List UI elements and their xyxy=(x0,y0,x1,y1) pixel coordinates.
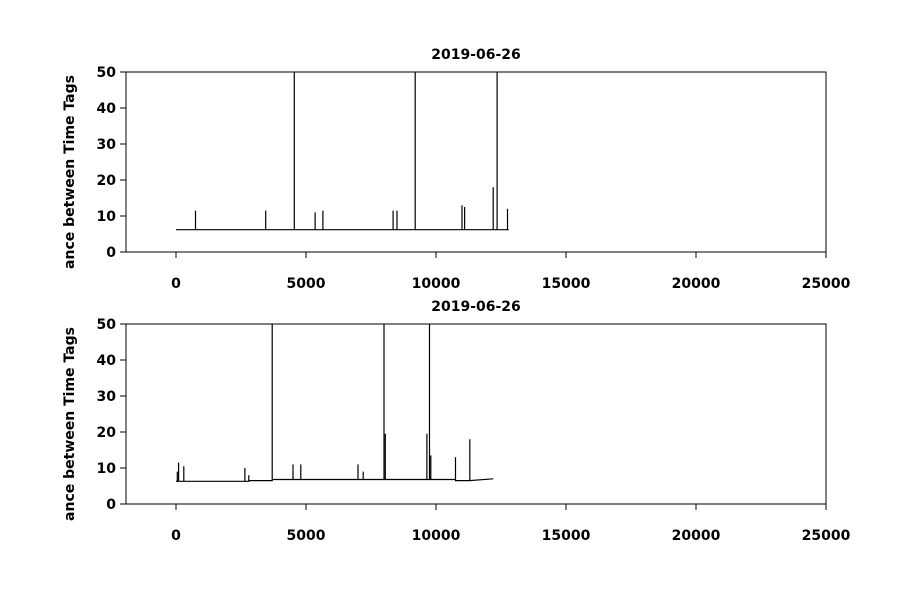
x-tick-label: 25000 xyxy=(802,276,851,292)
x-tick-label: 0 xyxy=(171,528,181,544)
x-tick-label: 20000 xyxy=(672,276,721,292)
x-tick-label: 10000 xyxy=(412,276,461,292)
data-line xyxy=(176,324,494,482)
x-tick-label: 25000 xyxy=(802,528,851,544)
y-axis-label: ance between Time Tags xyxy=(62,75,78,269)
y-tick-label: 40 xyxy=(97,353,117,369)
y-tick-label: 30 xyxy=(97,389,117,405)
y-tick-label: 30 xyxy=(97,137,117,153)
data-line xyxy=(176,72,509,231)
y-tick-label: 50 xyxy=(97,65,117,81)
y-tick-label: 10 xyxy=(97,209,117,225)
x-tick-label: 15000 xyxy=(542,276,591,292)
y-tick-label: 20 xyxy=(97,425,117,441)
y-tick-label: 50 xyxy=(97,317,117,333)
plot-frame xyxy=(125,71,827,253)
x-tick-label: 20000 xyxy=(672,528,721,544)
y-tick-label: 0 xyxy=(106,245,116,261)
y-axis-label: ance between Time Tags xyxy=(62,327,78,521)
chart-title: 2019-06-26 xyxy=(431,47,521,63)
x-tick-label: 5000 xyxy=(287,528,326,544)
y-tick-label: 0 xyxy=(106,497,116,513)
x-tick-label: 10000 xyxy=(412,528,461,544)
y-tick-label: 20 xyxy=(97,173,117,189)
plot-frame xyxy=(125,323,827,505)
chart-title: 2019-06-26 xyxy=(431,299,521,315)
x-tick-label: 0 xyxy=(171,276,181,292)
x-tick-label: 5000 xyxy=(287,276,326,292)
x-tick-label: 15000 xyxy=(542,528,591,544)
y-tick-label: 40 xyxy=(97,101,117,117)
y-tick-label: 10 xyxy=(97,461,117,477)
